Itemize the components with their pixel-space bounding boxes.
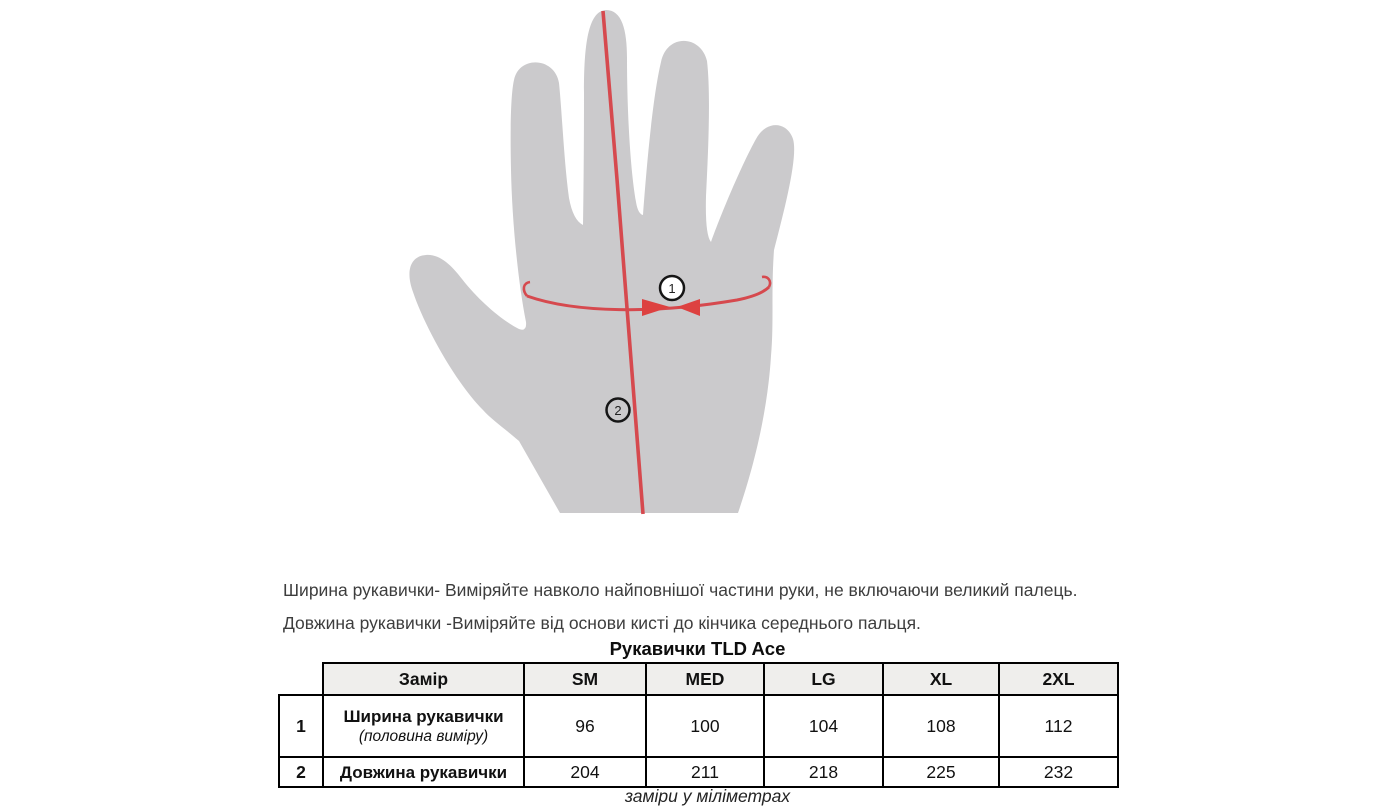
column-header-2xl: 2XL (998, 662, 1119, 696)
width-arrow-left (642, 299, 670, 316)
width-arrow-right (677, 299, 700, 316)
marker-2-circle (605, 397, 631, 423)
size-value-sm: 204 (523, 756, 647, 788)
measure-label-cell: Ширина рукавички (половина виміру) (322, 694, 525, 758)
table-row-width: 1 Ширина рукавички (половина виміру) 96 … (278, 694, 1119, 758)
width-measure-instruction: Ширина рукавички- Виміряйте навколо найп… (283, 580, 1078, 600)
measure-note: (половина виміру) (358, 727, 489, 745)
table-row-length: 2 Довжина рукавички 204 211 218 225 232 (278, 756, 1119, 788)
size-value-sm: 96 (523, 694, 647, 758)
row-number: 1 (278, 694, 324, 758)
size-value-med: 100 (645, 694, 765, 758)
size-value-2xl: 232 (998, 756, 1119, 788)
column-header-measure: Замір (322, 662, 525, 696)
measure-label-cell: Довжина рукавички (322, 756, 525, 788)
size-value-med: 211 (645, 756, 765, 788)
width-arc-left-curl (522, 280, 531, 297)
size-table-title: Рукавички TLD Ace (609, 638, 786, 659)
size-table-header-row: Замір SM MED LG XL 2XL (279, 662, 1119, 696)
length-measure-instruction: Довжина рукавички -Виміряйте від основи … (283, 613, 921, 633)
size-value-xl: 225 (882, 756, 1000, 788)
column-header-xl: XL (882, 662, 1000, 696)
size-value-2xl: 112 (998, 694, 1119, 758)
size-value-lg: 104 (763, 694, 884, 758)
table-corner-cell (279, 663, 323, 695)
measure-label: Ширина рукавички (343, 706, 504, 726)
marker-1-label: 1 (668, 281, 675, 296)
measure-label: Довжина рукавички (339, 762, 508, 782)
column-header-med: MED (645, 662, 765, 696)
marker-2-label: 2 (614, 403, 621, 418)
size-value-xl: 108 (882, 694, 1000, 758)
hand-measurement-diagram: 1 2 (400, 0, 820, 530)
column-header-lg: LG (763, 662, 884, 696)
width-arc-right-curl (761, 275, 772, 288)
column-header-sm: SM (523, 662, 647, 696)
length-measure-line (601, 10, 645, 515)
marker-1-circle (658, 274, 686, 302)
units-footnote: заміри у міліметрах (624, 786, 791, 806)
glove-size-table: Замір SM MED LG XL 2XL 1 Ширина рукавичк… (278, 662, 1119, 788)
row-number: 2 (278, 756, 324, 788)
size-value-lg: 218 (763, 756, 884, 788)
hand-silhouette-shape (409, 10, 795, 513)
